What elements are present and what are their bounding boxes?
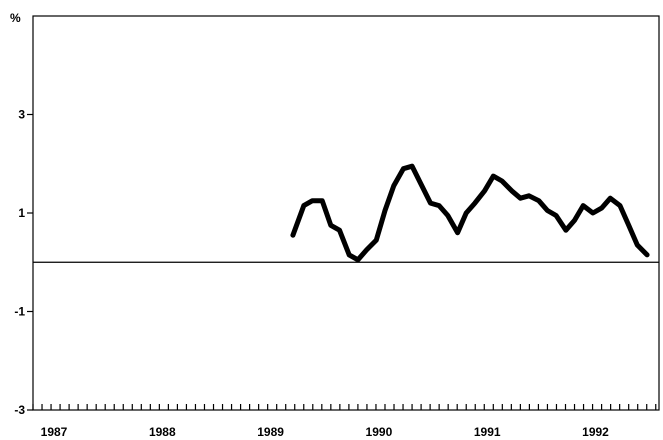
x-tick-label: 1988 — [149, 425, 176, 439]
plot-area: -3 -1 1 3 1987 1988 1989 1990 1991 1992 % — [10, 11, 660, 439]
series-line — [290, 163, 650, 263]
x-tick-label: 1989 — [257, 425, 284, 439]
x-tick-label: 1991 — [474, 425, 501, 439]
plot-frame — [32, 15, 660, 411]
y-axis: -3 -1 1 3 — [14, 108, 33, 417]
y-tick-label: 3 — [18, 108, 25, 122]
x-axis: 1987 1988 1989 1990 1991 1992 — [32, 404, 657, 439]
y-tick-label: -1 — [14, 305, 25, 319]
y-tick-label: -3 — [14, 403, 25, 417]
y-axis-unit-label: % — [10, 11, 21, 25]
x-tick-label: 1987 — [41, 425, 68, 439]
x-tick-label: 1992 — [582, 425, 609, 439]
y-tick-label: 1 — [18, 206, 25, 220]
x-tick-label: 1990 — [366, 425, 393, 439]
